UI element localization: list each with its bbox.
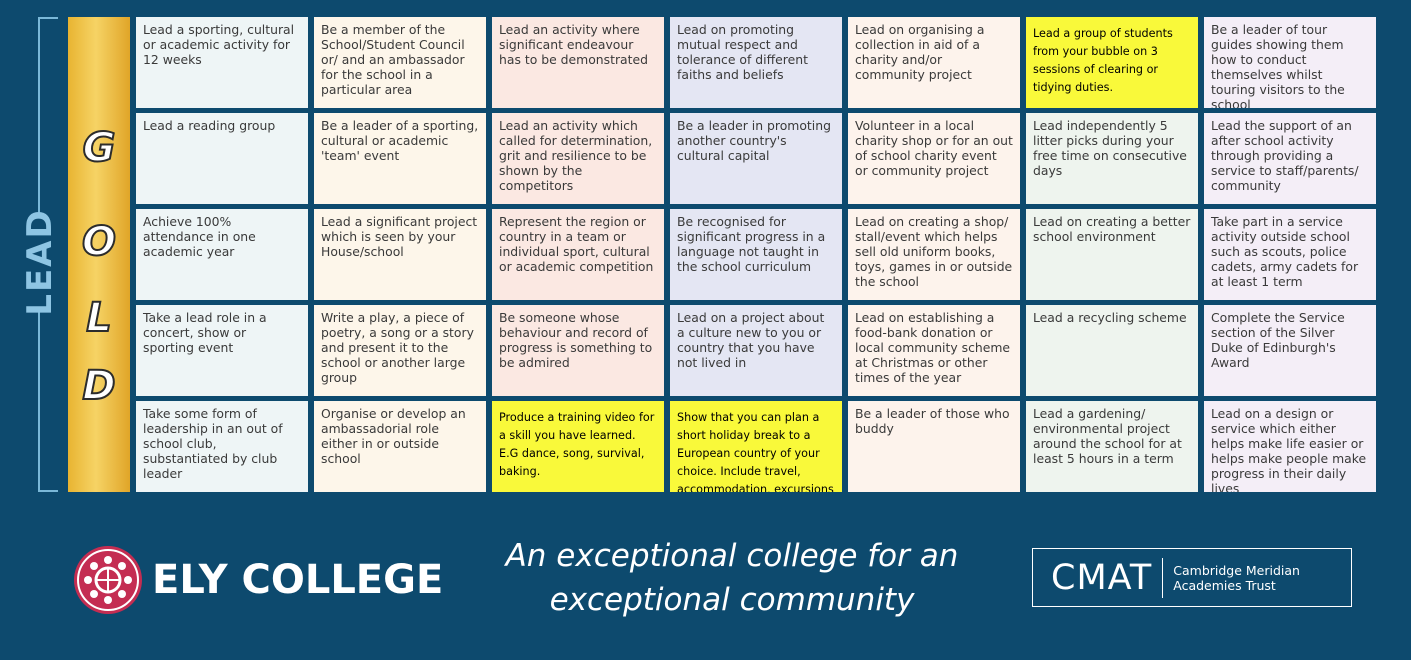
activity-cell: Lead on creating a shop/ stall/event whi… xyxy=(848,209,1020,300)
activity-cell: Lead the support of an after school acti… xyxy=(1204,113,1376,204)
lead-label-container: LEAD xyxy=(18,208,62,316)
activity-cell: Be a member of the School/Student Counci… xyxy=(314,17,486,108)
lead-label: LEAD xyxy=(20,208,60,316)
activity-cell: Be a leader in promoting another country… xyxy=(670,113,842,204)
activity-cell: Produce a training video for a skill you… xyxy=(492,401,664,492)
gold-letter-o: O xyxy=(81,218,117,266)
cmat-logo: CMAT Cambridge Meridian Academies Trust xyxy=(1032,548,1352,607)
activity-cell: Lead a gardening/ environmental project … xyxy=(1026,401,1198,492)
activity-cell: Lead an activity where significant endea… xyxy=(492,17,664,108)
cmat-abbreviation: CMAT xyxy=(1051,557,1153,598)
activity-cell: Be someone whose behaviour and record of… xyxy=(492,305,664,396)
tagline: An exceptional college for an exceptiona… xyxy=(482,534,982,622)
tagline-line-1: An exceptional college for an xyxy=(505,538,959,574)
gold-letter-l: L xyxy=(85,294,113,342)
activity-cell: Represent the region or country in a tea… xyxy=(492,209,664,300)
activity-cell: Be a leader of tour guides showing them … xyxy=(1204,17,1376,108)
activity-cell: Lead a recycling scheme xyxy=(1026,305,1198,396)
activity-cell: Lead on a project about a culture new to… xyxy=(670,305,842,396)
activity-cell: Lead a significant project which is seen… xyxy=(314,209,486,300)
activity-cell: Be a leader of a sporting, cultural or a… xyxy=(314,113,486,204)
activity-grid: Lead a sporting, cultural or academic ac… xyxy=(136,17,1378,492)
activity-cell: Take part in a service activity outside … xyxy=(1204,209,1376,300)
activity-cell: Lead an activity which called for determ… xyxy=(492,113,664,204)
activity-cell: Lead on a design or service which either… xyxy=(1204,401,1376,492)
activity-cell: Organise or develop an ambassadorial rol… xyxy=(314,401,486,492)
gold-letter-g: G xyxy=(82,124,117,172)
activity-cell: Lead independently 5 litter picks during… xyxy=(1026,113,1198,204)
cmat-name-line-1: Cambridge Meridian xyxy=(1173,562,1300,578)
cmat-full-name: Cambridge Meridian Academies Trust xyxy=(1173,563,1300,593)
activity-cell: Lead on promoting mutual respect and tol… xyxy=(670,17,842,108)
gold-level-bar: G O L D xyxy=(68,17,130,492)
ely-college-logo: ELY COLLEGE xyxy=(74,545,443,615)
cmat-name-line-2: Academies Trust xyxy=(1173,577,1276,593)
ely-college-seal-icon xyxy=(74,546,142,614)
cmat-divider xyxy=(1162,557,1164,598)
activity-cell: Lead a reading group xyxy=(136,113,308,204)
activity-cell: Achieve 100% attendance in one academic … xyxy=(136,209,308,300)
activity-cell: Complete the Service section of the Silv… xyxy=(1204,305,1376,396)
activity-cell: Take a lead role in a concert, show or s… xyxy=(136,305,308,396)
activity-cell: Show that you can plan a short holiday b… xyxy=(670,401,842,492)
activity-cell: Lead a group of students from your bubbl… xyxy=(1026,17,1198,108)
tagline-line-2: exceptional community xyxy=(549,582,915,618)
activity-cell: Take some form of leadership in an out o… xyxy=(136,401,308,492)
activity-cell: Lead a sporting, cultural or academic ac… xyxy=(136,17,308,108)
college-name: ELY COLLEGE xyxy=(152,557,444,603)
activity-cell: Lead on establishing a food-bank donatio… xyxy=(848,305,1020,396)
activity-cell: Volunteer in a local charity shop or for… xyxy=(848,113,1020,204)
activity-cell: Be a leader of those who buddy xyxy=(848,401,1020,492)
activity-cell: Lead on organising a collection in aid o… xyxy=(848,17,1020,108)
activity-cell: Lead on creating a better school environ… xyxy=(1026,209,1198,300)
activity-cell: Write a play, a piece of poetry, a song … xyxy=(314,305,486,396)
gold-letter-d: D xyxy=(81,362,116,410)
activity-cell: Be recognised for significant progress i… xyxy=(670,209,842,300)
